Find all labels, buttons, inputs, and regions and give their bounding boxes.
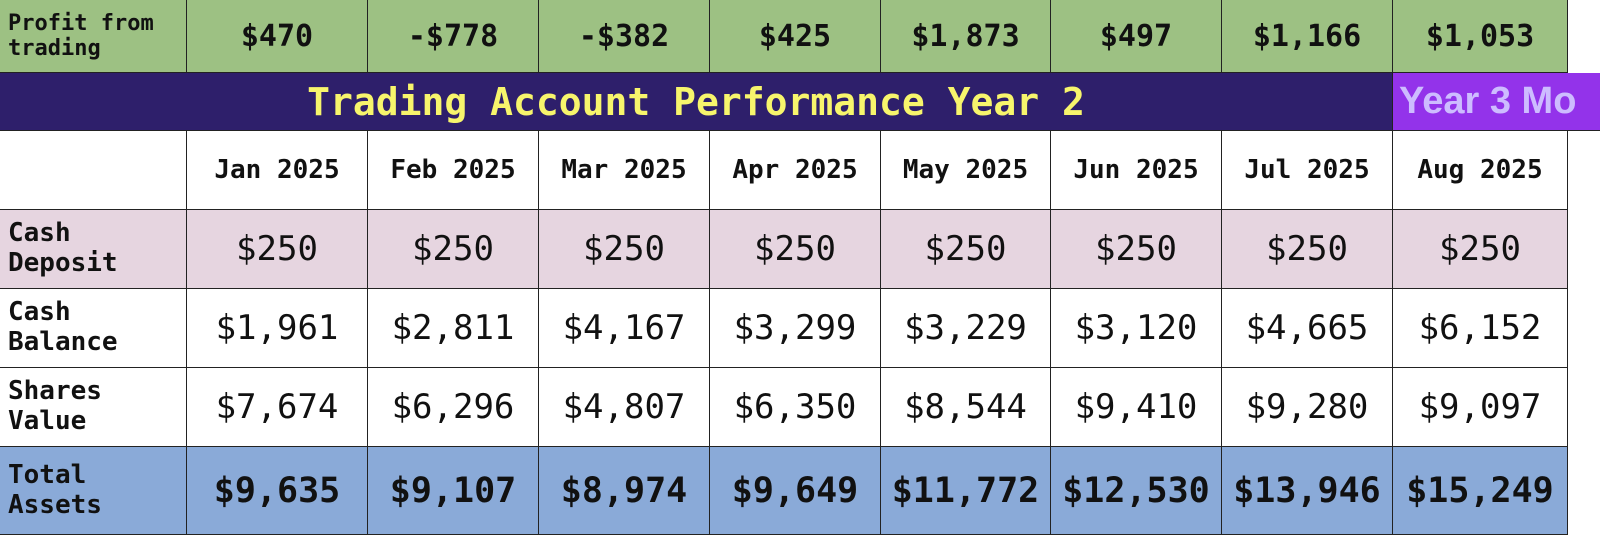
profit-cell: $1,053 [1393, 0, 1568, 73]
value-cell: $6,296 [368, 368, 539, 447]
value-cell: $250 [881, 210, 1051, 289]
month-header: Aug 2025 [1393, 131, 1568, 210]
row-label: Shares Value [0, 368, 187, 447]
profit-cell: $425 [710, 0, 881, 73]
value-cell: $2,811 [368, 289, 539, 368]
value-cell: $3,299 [710, 289, 881, 368]
total-cell: $12,530 [1051, 447, 1222, 535]
value-cell: $8,544 [881, 368, 1051, 447]
month-header: Mar 2025 [539, 131, 710, 210]
total-cell: $9,649 [710, 447, 881, 535]
month-header: May 2025 [881, 131, 1051, 210]
value-cell: $3,120 [1051, 289, 1222, 368]
value-cell: $1,961 [187, 289, 368, 368]
next-section-title: Year 3 Mo [1393, 73, 1600, 131]
month-header: Apr 2025 [710, 131, 881, 210]
value-cell: $3,229 [881, 289, 1051, 368]
value-cell: $4,665 [1222, 289, 1393, 368]
profit-cell: -$778 [368, 0, 539, 73]
value-cell: $250 [1222, 210, 1393, 289]
total-cell: $9,107 [368, 447, 539, 535]
value-cell: $6,152 [1393, 289, 1568, 368]
row-label: Cash Balance [0, 289, 187, 368]
value-cell: $250 [710, 210, 881, 289]
value-cell: $6,350 [710, 368, 881, 447]
total-cell: $8,974 [539, 447, 710, 535]
profit-cell: $470 [187, 0, 368, 73]
month-header: Jul 2025 [1222, 131, 1393, 210]
month-header: Feb 2025 [368, 131, 539, 210]
profit-cell: -$382 [539, 0, 710, 73]
value-cell: $250 [1393, 210, 1568, 289]
total-cell: $13,946 [1222, 447, 1393, 535]
value-cell: $250 [187, 210, 368, 289]
total-cell: $15,249 [1393, 447, 1568, 535]
total-cell: $11,772 [881, 447, 1051, 535]
month-header: Jun 2025 [1051, 131, 1222, 210]
row-label: Total Assets [0, 447, 187, 535]
profit-cell: $497 [1051, 0, 1222, 73]
value-cell: $9,410 [1051, 368, 1222, 447]
value-cell: $250 [1051, 210, 1222, 289]
header-corner [0, 131, 187, 210]
profit-cell: $1,166 [1222, 0, 1393, 73]
value-cell: $7,674 [187, 368, 368, 447]
value-cell: $250 [539, 210, 710, 289]
value-cell: $4,807 [539, 368, 710, 447]
row-label: Profit from trading [0, 0, 187, 73]
section-title: Trading Account Performance Year 2 [0, 73, 1393, 131]
total-cell: $9,635 [187, 447, 368, 535]
profit-cell: $1,873 [881, 0, 1051, 73]
value-cell: $9,097 [1393, 368, 1568, 447]
month-header: Jan 2025 [187, 131, 368, 210]
row-label: Cash Deposit [0, 210, 187, 289]
value-cell: $4,167 [539, 289, 710, 368]
value-cell: $250 [368, 210, 539, 289]
value-cell: $9,280 [1222, 368, 1393, 447]
